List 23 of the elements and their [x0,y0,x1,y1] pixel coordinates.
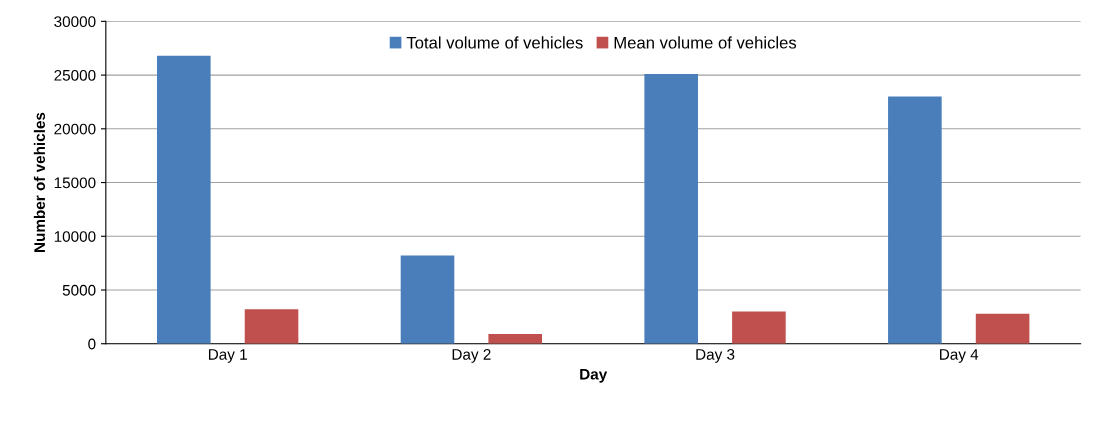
y-tick-label: 30000 [54,16,96,28]
x-tick-label: Day 3 [696,349,735,363]
bar [644,74,698,344]
bar [244,309,299,344]
bar [400,255,455,344]
y-tick-label: 5000 [62,284,96,296]
y-axis-title: Number of vehicles [33,112,46,252]
legend-label: Total volume of vehicles [406,36,583,49]
legend-label: Mean volume of vehicles [614,36,797,49]
y-tick-label: 20000 [54,123,96,135]
bar [488,334,543,344]
x-tick-label: Day 4 [940,349,979,363]
bar [732,311,786,344]
x-tick-label: Day 1 [208,349,247,363]
bar [888,96,942,344]
x-tick-label: Day 2 [452,349,491,363]
x-axis-title: Day [580,368,608,383]
bar [975,313,1030,344]
y-tick-label: 25000 [54,69,96,81]
y-tick-label: 10000 [54,231,96,242]
bar [157,55,211,344]
y-tick-label: 15000 [54,177,96,189]
y-tick-label: 0 [88,338,96,350]
